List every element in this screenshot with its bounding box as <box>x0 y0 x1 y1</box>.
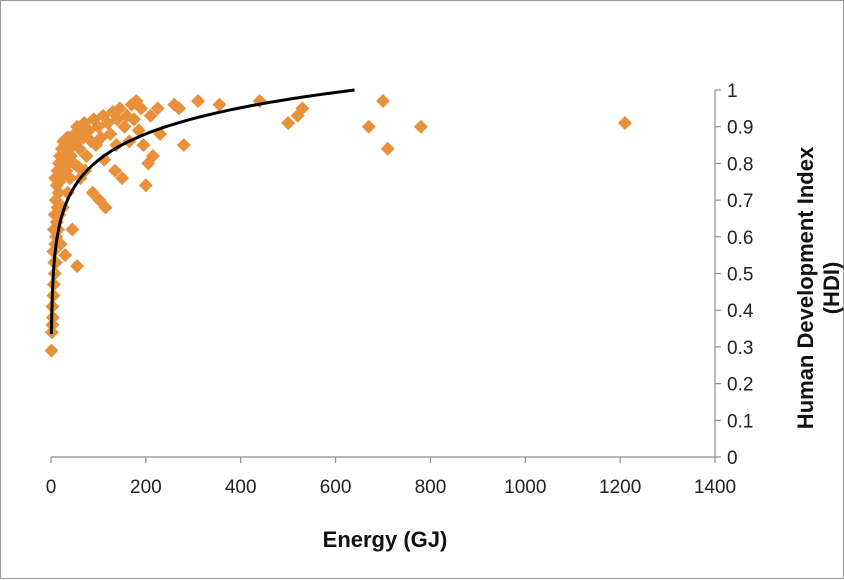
data-point <box>150 101 165 116</box>
data-point <box>58 248 73 263</box>
data-point <box>376 94 390 109</box>
data-point <box>115 171 130 186</box>
y-tick-label: 0.4 <box>727 301 754 322</box>
data-point <box>145 149 160 164</box>
y-tick-label: 0.8 <box>727 154 753 175</box>
data-point <box>413 119 428 134</box>
data-point <box>176 138 191 153</box>
trendline <box>49 88 355 335</box>
x-tick-label: 1400 <box>694 477 736 498</box>
data-point <box>117 119 132 134</box>
y-tick-label: 0 <box>727 448 738 469</box>
y-tick-label: 0.2 <box>727 375 753 396</box>
data-point <box>172 101 187 116</box>
x-tick-label: 0 <box>46 477 57 498</box>
data-point <box>70 259 85 274</box>
trendline-group <box>49 88 355 335</box>
data-point <box>136 138 151 153</box>
data-point <box>108 163 123 178</box>
x-tick-label: 400 <box>225 477 257 498</box>
y-axis-title-line1: Human Development Index <box>793 146 818 429</box>
y-tick-label: 0.6 <box>727 228 753 249</box>
data-point <box>62 171 77 186</box>
data-point <box>112 101 127 116</box>
data-point <box>212 97 227 112</box>
data-point <box>103 127 118 142</box>
x-tick-label: 600 <box>320 477 352 498</box>
y-axis-title-line2: (HDI) <box>819 262 844 315</box>
data-point <box>60 185 75 200</box>
data-point <box>72 141 87 156</box>
x-tick-label: 1200 <box>599 477 641 498</box>
data-point <box>97 152 112 167</box>
y-tick-label: 0.1 <box>727 411 753 432</box>
y-tick-label: 0.7 <box>727 191 753 212</box>
data-point <box>380 141 395 156</box>
data-point <box>153 127 168 142</box>
data-point <box>143 108 158 123</box>
data-point <box>79 149 94 164</box>
data-point <box>295 101 310 116</box>
y-tick-label: 0.9 <box>727 118 753 139</box>
data-point <box>281 116 296 131</box>
data-point <box>127 112 141 127</box>
axes-group: 0 200 400 600 800 1000 1200 1400 0 0.1 0.2 0.3 0.4 0.… <box>46 81 754 498</box>
x-tick-label: 1000 <box>504 477 546 498</box>
data-point <box>138 178 153 193</box>
data-point <box>617 116 632 131</box>
data-point <box>44 343 59 358</box>
y-tick-label: 0.5 <box>727 265 753 286</box>
x-axis-title: Energy (GJ) <box>323 527 448 552</box>
data-point <box>191 94 206 109</box>
x-tick-label: 800 <box>415 477 447 498</box>
data-points-group <box>44 94 632 358</box>
x-tick-label: 200 <box>130 477 162 498</box>
data-point <box>48 255 63 270</box>
data-point <box>134 101 149 116</box>
data-point <box>98 200 113 215</box>
y-tick-label: 1 <box>727 81 738 102</box>
y-tick-label: 0.3 <box>727 338 753 359</box>
data-point <box>65 222 80 237</box>
data-point <box>361 119 376 134</box>
